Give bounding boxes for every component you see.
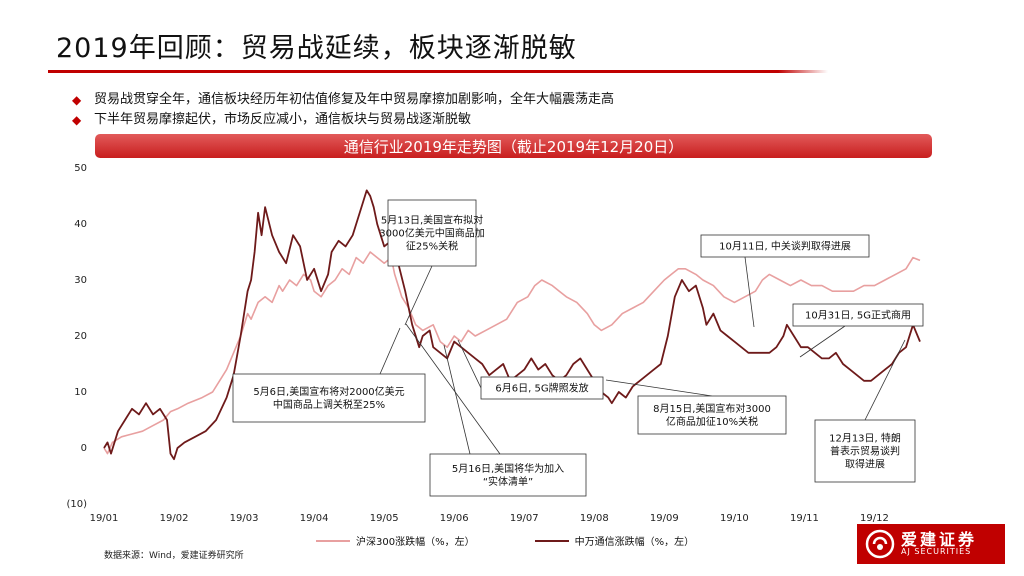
chart-legend: 沪深300涨跌幅（%，左） 中万通信涨跌幅（%，左） — [316, 533, 694, 548]
annotation-text: 取得进展 — [845, 459, 885, 471]
annotation-leader — [457, 339, 482, 389]
annotation-box — [232, 373, 426, 423]
chart-title-banner: 通信行业2019年走势图（截止2019年12月20日） — [95, 134, 932, 158]
bullet-text: 下半年贸易摩擦起伏，市场反应减小，通信板块与贸易战逐渐脱敏 — [94, 112, 472, 127]
series-line-hs300 — [103, 251, 921, 455]
annotation-text: 5月16日,美国将华为加入 — [452, 462, 564, 475]
y-tick-label: 50 — [74, 163, 87, 174]
y-tick-label: (10) — [66, 499, 87, 510]
annotation-leader — [443, 344, 471, 455]
company-logo: 爱建证券 AJ SECURITIES — [857, 524, 1005, 564]
annotation-text: 10月11日, 中关谈判取得进展 — [719, 240, 851, 253]
x-tick-label: 19/12 — [860, 513, 889, 524]
annotation-leader — [379, 327, 401, 375]
annotation-text: 10月31日, 5G正式商用 — [805, 309, 911, 322]
bullet-list: ◆ 贸易战贯穿全年，通信板块经历年初估值修复及年中贸易摩擦加剧影响，全年大幅震荡… — [72, 90, 614, 130]
y-tick-label: 0 — [81, 443, 87, 454]
annotation-box — [814, 419, 916, 483]
x-tick-label: 19/08 — [580, 513, 609, 524]
annotation-leader — [404, 265, 433, 326]
x-tick-label: 19/04 — [300, 513, 329, 524]
series-line-telecom — [103, 189, 921, 461]
annotation-box — [792, 303, 924, 327]
legend-label: 中万通信涨跌幅（%，左） — [574, 537, 695, 548]
annotation-text: 亿商品加征10%关税 — [666, 415, 758, 428]
y-tick-label: 30 — [74, 275, 87, 286]
x-tick-label: 19/02 — [160, 513, 189, 524]
title-rule-tail — [778, 70, 828, 73]
annotation-box — [637, 395, 787, 435]
legend-item-telecom: 中万通信涨跌幅（%，左） — [534, 533, 695, 548]
annotation-leader — [744, 256, 755, 328]
annotation-text: 3000亿美元中国商品加 — [379, 227, 484, 240]
x-tick-label: 19/07 — [510, 513, 539, 524]
annotation-box — [429, 453, 587, 497]
y-tick-label: 40 — [74, 219, 87, 230]
x-tick-label: 19/01 — [90, 513, 119, 524]
annotation-text: “实体清单” — [483, 475, 533, 488]
x-tick-label: 19/05 — [370, 513, 399, 524]
logo-cn-text: 爱建证券 — [901, 529, 978, 549]
logo-mark-icon — [865, 529, 895, 559]
annotation-box — [387, 199, 477, 267]
annotation-text: 12月13日, 特朗 — [829, 433, 901, 445]
annotation-text: 8月15日,美国宣布对3000 — [653, 402, 771, 415]
diamond-bullet-icon: ◆ — [72, 113, 82, 127]
x-tick-label: 19/09 — [650, 513, 679, 524]
annotation-leader — [799, 325, 846, 358]
annotation-leader — [605, 379, 713, 397]
x-tick-label: 19/03 — [230, 513, 259, 524]
annotation-text: 5月13日,美国宣布拟对 — [381, 214, 483, 227]
legend-item-hs300: 沪深300涨跌幅（%，左） — [316, 533, 475, 548]
x-tick-label: 19/11 — [790, 513, 819, 524]
legend-label: 沪深300涨跌幅（%，左） — [356, 537, 475, 548]
x-tick-label: 19/06 — [440, 513, 469, 524]
bullet-item: ◆ 下半年贸易摩擦起伏，市场反应减小，通信板块与贸易战逐渐脱敏 — [72, 110, 614, 130]
annotation-leader — [405, 323, 501, 455]
diamond-bullet-icon: ◆ — [72, 93, 82, 107]
annotation-text: 征25%关税 — [406, 240, 458, 253]
annotation-text: 6月6日, 5G牌照发放 — [495, 382, 588, 395]
bullet-text: 贸易战贯穿全年，通信板块经历年初估值修复及年中贸易摩擦加剧影响，全年大幅震荡走高 — [94, 92, 615, 107]
annotation-box — [700, 234, 870, 258]
y-tick-label: 10 — [74, 387, 87, 398]
y-tick-label: 20 — [74, 331, 87, 342]
page-title: 2019年回顾：贸易战延续，板块逐渐脱敏 — [56, 33, 577, 64]
legend-swatch-telecom — [534, 539, 569, 542]
annotation-text: 5月6日,美国宣布将对2000亿美元 — [253, 385, 404, 398]
source-note: 数据来源：Wind，爱建证券研究所 — [104, 551, 244, 561]
logo-en-text: AJ SECURITIES — [901, 547, 972, 557]
title-rule — [48, 70, 778, 73]
bullet-item: ◆ 贸易战贯穿全年，通信板块经历年初估值修复及年中贸易摩擦加剧影响，全年大幅震荡… — [72, 90, 614, 110]
x-tick-label: 19/10 — [720, 513, 749, 524]
annotation-box — [480, 376, 604, 400]
annotation-leader — [864, 339, 906, 421]
annotation-text: 普表示贸易谈判 — [830, 445, 900, 458]
legend-swatch-hs300 — [316, 539, 350, 542]
annotation-text: 中国商品上调关税至25% — [273, 398, 385, 411]
